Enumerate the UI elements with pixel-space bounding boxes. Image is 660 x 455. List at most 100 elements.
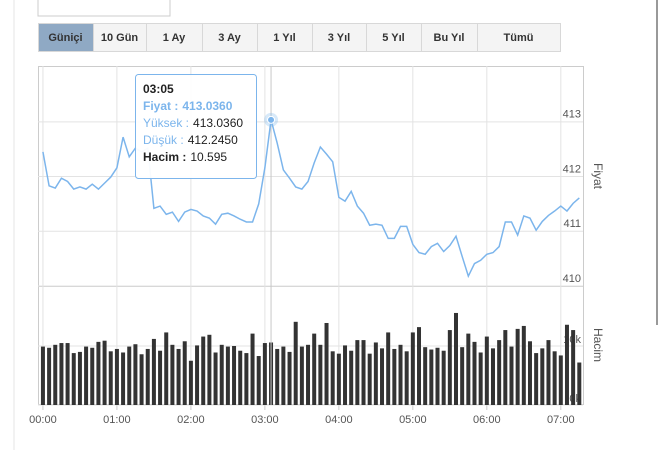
x-tick-label: 01:00 (103, 414, 131, 426)
volume-bar (497, 340, 502, 405)
tooltip-value: 10.595 (190, 150, 227, 164)
volume-bar (201, 336, 206, 405)
tooltip-label: Yüksek : (143, 116, 189, 130)
tab[interactable] (477, 23, 561, 52)
volume-bar (453, 312, 458, 405)
x-tick-label: 06:00 (473, 414, 501, 426)
tab-label[interactable]: 1 Yıl (273, 32, 295, 44)
volume-bar (127, 346, 132, 405)
volume-bar (158, 350, 163, 405)
volume-bar (281, 346, 286, 405)
x-tick-label: 05:00 (399, 414, 427, 426)
volume-bar (287, 351, 292, 405)
tab[interactable] (312, 23, 367, 52)
volume-bar (404, 351, 409, 405)
volume-bar (102, 340, 107, 405)
volume-bar (571, 330, 576, 405)
volume-bar (386, 332, 391, 405)
volume-bar (71, 353, 76, 405)
volume-bar (293, 321, 298, 405)
volume-bar (577, 362, 582, 405)
volume-bar (164, 332, 169, 405)
tooltip-row: Hacim : 10.595 (143, 150, 227, 164)
volume-bar (472, 341, 477, 405)
volume-bar (534, 353, 539, 405)
volume-bar (213, 352, 218, 405)
volume-bar (447, 330, 452, 405)
volume-bar (521, 325, 526, 405)
volume-bar (262, 343, 267, 405)
volume-bar (336, 353, 341, 405)
tab[interactable] (146, 23, 203, 52)
volume-bar (139, 354, 144, 405)
tab-label[interactable]: Bu Yıl (434, 32, 465, 44)
volume-bar (188, 360, 193, 405)
volume-bar (145, 348, 150, 405)
tab-label[interactable]: 10 Gün (101, 32, 139, 44)
volume-bar (343, 345, 348, 405)
volume-bar (170, 344, 175, 405)
tab[interactable] (93, 23, 147, 52)
volume-bar (540, 348, 545, 405)
tooltip-row: Düşük : 412.2450 (143, 133, 238, 147)
volume-bar (330, 351, 335, 405)
volume-bar (478, 352, 483, 405)
volume-bar (114, 348, 119, 405)
volume-bar (429, 349, 434, 405)
volume-bar (564, 324, 569, 405)
volume-bar (256, 356, 261, 405)
tab-label[interactable]: 3 Ay (218, 32, 241, 44)
volume-bar (503, 330, 508, 405)
volume-bar (546, 340, 551, 405)
dropdown[interactable] (37, 0, 171, 17)
volume-bar (40, 346, 45, 405)
tab-label[interactable]: Tümü (504, 32, 534, 44)
volume-bar (558, 355, 563, 405)
y-axis-title: Fiyat (591, 163, 605, 190)
volume-bar (232, 346, 237, 405)
y-tick-label: 410 (563, 273, 581, 285)
volume-bar (355, 340, 360, 405)
volume-bar (417, 327, 422, 405)
tab[interactable] (421, 23, 478, 52)
volume-bar (423, 347, 428, 405)
tab[interactable] (202, 23, 258, 52)
y-tick-label: 412 (563, 163, 581, 175)
price-line (42, 119, 580, 279)
volume-bar (484, 336, 489, 405)
tooltip-value: 412.2450 (188, 133, 238, 147)
volume-bar (151, 338, 156, 405)
volume-bar (349, 350, 354, 405)
x-tick-label: 02:00 (177, 414, 205, 426)
tab-label[interactable]: Güniçi (48, 32, 82, 44)
volume-bar (527, 341, 532, 405)
tab[interactable] (366, 23, 422, 52)
volume-bar (65, 343, 70, 405)
plot: 00:00 01:00 02:00 03:00 04:00 05:00 06:00 07:00… (29, 66, 583, 426)
volume-bar (121, 352, 126, 405)
y-axis-title: Hacim (591, 328, 605, 362)
volume-bar (552, 351, 557, 405)
tab-label[interactable]: 3 Yıl (328, 32, 350, 44)
tooltip-value: 413.0360 (193, 116, 243, 130)
volume-bar (435, 347, 440, 405)
tab-label[interactable]: 1 Ay (163, 32, 186, 44)
volume-bar (373, 342, 378, 405)
tooltip-label: Hacim : (143, 150, 186, 164)
volume-bar (466, 333, 471, 405)
tab-bar: Güniçi 10 Gün 1 Ay 3 Ay 1 Yıl 3 Yıl 5 Yıl Bu Yı… (38, 23, 561, 52)
volume-bar (324, 322, 329, 405)
x-tick-label: 04:00 (325, 414, 353, 426)
volume-bar (306, 344, 311, 405)
tooltip-label: Düşük : (143, 133, 184, 147)
volume-bar (441, 350, 446, 405)
volume-bar (176, 348, 181, 405)
volume-bar (410, 332, 415, 405)
volume-bar (207, 334, 212, 405)
volume-bar (509, 346, 514, 405)
tooltip: 03:05 Fiyat : 413.0360 Yüksek : 413.0360 Düşü… (135, 74, 257, 179)
tab-label[interactable]: 5 Yıl (382, 32, 404, 44)
volume-bar (299, 346, 304, 405)
volume-bar (96, 341, 101, 405)
